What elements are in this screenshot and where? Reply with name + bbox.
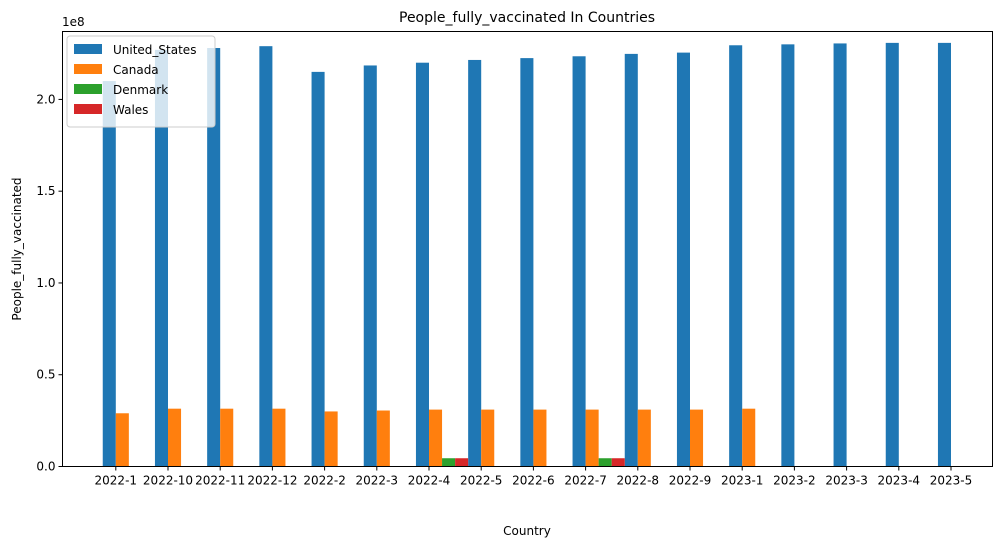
bar-canada-2022-11 xyxy=(220,408,234,467)
x-axis-label: Country xyxy=(503,524,551,538)
bar-united_states-2022-3 xyxy=(363,65,377,467)
bar-united_states-2022-1 xyxy=(102,81,116,467)
legend-swatch-united_states xyxy=(74,44,102,54)
y-tick-label: 1.0 xyxy=(36,276,55,290)
x-tick-label: 2022-10 xyxy=(143,474,193,488)
legend-box xyxy=(66,35,216,128)
bar-united_states-2023-4 xyxy=(885,42,899,467)
bar-wales-2022-7 xyxy=(611,458,625,467)
x-tick-label: 2022-5 xyxy=(460,474,503,488)
x-tick-label: 2022-4 xyxy=(408,474,451,488)
bar-canada-2022-6 xyxy=(533,409,547,467)
x-tick-label: 2023-3 xyxy=(825,474,868,488)
y-tick-label: 0.5 xyxy=(36,368,55,382)
bar-canada-2022-1 xyxy=(115,413,129,467)
bar-canada-2023-1 xyxy=(742,408,756,467)
x-tick-label: 2023-1 xyxy=(721,474,764,488)
x-tick-label: 2022-3 xyxy=(356,474,399,488)
bar-canada-2022-9 xyxy=(690,409,704,467)
bar-united_states-2023-2 xyxy=(781,44,795,467)
y-axis-label: People_fully_vaccinated xyxy=(10,177,24,320)
bar-united_states-2022-2 xyxy=(311,71,325,467)
bar-united_states-2022-12 xyxy=(259,46,273,467)
chart-title: People_fully_vaccinated In Countries xyxy=(399,10,655,26)
x-tick-label: 2022-8 xyxy=(617,474,660,488)
x-tick-label: 2022-12 xyxy=(247,474,297,488)
bar-united_states-2022-5 xyxy=(468,59,482,467)
bar-canada-2022-4 xyxy=(429,409,443,467)
legend-label-wales: Wales xyxy=(113,103,148,117)
x-tick-label: 2023-2 xyxy=(773,474,816,488)
bar-united_states-2022-8 xyxy=(624,53,638,467)
x-axis-ticks: 2022-1 2022-10 2022-11 2022-12 2022-2 2022-3 2… xyxy=(95,466,973,488)
x-tick-label: 2022-2 xyxy=(303,474,346,488)
legend-label-united_states: United_States xyxy=(113,43,196,57)
x-tick-label: 2022-7 xyxy=(564,474,607,488)
bar-united_states-2022-9 xyxy=(676,52,690,467)
bar-canada-2022-5 xyxy=(481,409,495,467)
legend-swatch-canada xyxy=(74,64,102,74)
y-tick-label: 0.0 xyxy=(36,460,55,474)
bar-canada-2022-8 xyxy=(637,409,651,467)
bar-united_states-2022-10 xyxy=(154,49,168,467)
x-tick-label: 2022-1 xyxy=(95,474,138,488)
legend-swatch-wales xyxy=(74,104,102,114)
bar-denmark-2022-7 xyxy=(598,458,612,467)
bar-canada-2022-12 xyxy=(272,408,286,467)
bar-denmark-2022-4 xyxy=(442,458,456,467)
legend-label-canada: Canada xyxy=(113,63,159,77)
plot-frame xyxy=(62,31,993,467)
y-tick-label: 1.5 xyxy=(36,184,55,198)
bar-united_states-2023-3 xyxy=(833,43,847,467)
bar-canada-2022-10 xyxy=(168,408,182,467)
bar-canada-2022-3 xyxy=(376,410,390,467)
bar-united_states-2022-7 xyxy=(572,56,586,467)
bar-canada-2022-7 xyxy=(585,409,599,467)
bar-united_states-2023-5 xyxy=(937,42,951,467)
bar-united_states-2022-6 xyxy=(520,58,534,467)
x-tick-label: 2023-4 xyxy=(878,474,921,488)
bar-united_states-2023-1 xyxy=(729,45,743,467)
x-tick-label: 2022-6 xyxy=(512,474,555,488)
legend-label-denmark: Denmark xyxy=(113,83,168,97)
x-tick-label: 2023-5 xyxy=(930,474,973,488)
bar-canada-2022-2 xyxy=(324,411,338,467)
x-tick-label: 2022-9 xyxy=(669,474,712,488)
legend: United_States Canada Denmark Wales xyxy=(66,35,216,128)
y-tick-label: 2.0 xyxy=(36,92,55,106)
y-axis-ticks: 0.0 0.5 1.0 1.5 2.0 xyxy=(36,92,63,474)
plot-area xyxy=(102,42,951,467)
bar-united_states-2022-4 xyxy=(415,62,429,467)
legend-swatch-denmark xyxy=(74,84,102,94)
bar-united_states-2022-11 xyxy=(207,48,221,467)
bar-wales-2022-4 xyxy=(455,458,469,467)
x-tick-label: 2022-11 xyxy=(195,474,245,488)
y-multiplier-label: 1e8 xyxy=(62,15,85,29)
